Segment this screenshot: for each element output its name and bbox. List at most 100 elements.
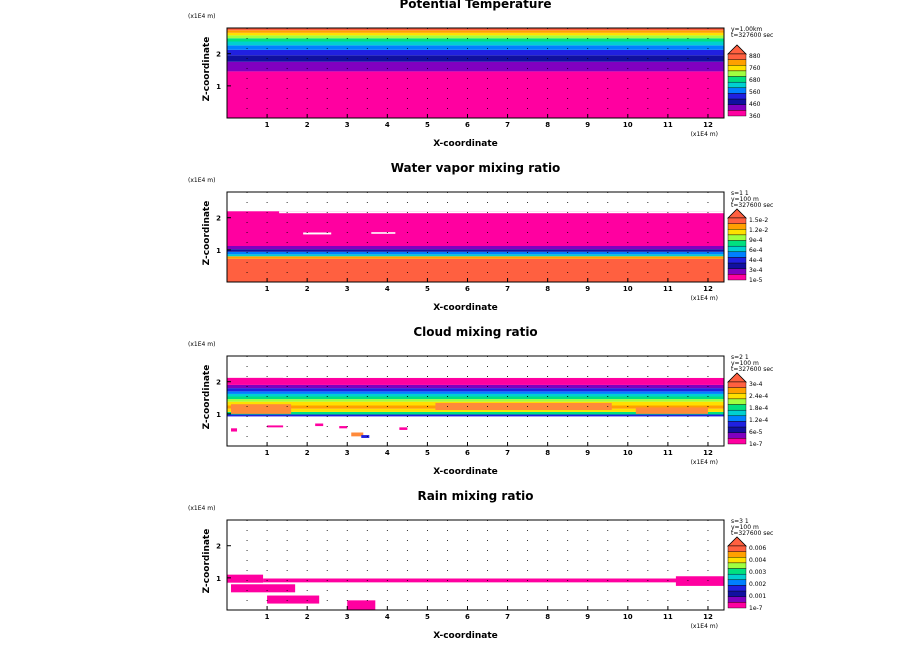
x-tick-label: 9 (585, 121, 590, 129)
x-tick-label: 6 (465, 121, 470, 129)
plot-area (227, 356, 724, 446)
contour-band (227, 49, 724, 56)
legend-swatch (727, 562, 747, 569)
x-tick-label: 9 (585, 613, 590, 621)
legend-level-label: 9e-4 (749, 237, 763, 244)
info-text: y=100 m (731, 196, 759, 203)
plot-frame (226, 355, 725, 447)
x-tick-label: 8 (545, 613, 550, 621)
info-text: t=327600 sec (731, 202, 773, 209)
z-unit-label: (x1E4 m) (188, 177, 215, 184)
legend-arrow (727, 208, 747, 219)
legend-level-label: 1.2e-4 (749, 417, 768, 424)
plot-area (227, 192, 724, 282)
contour-band (227, 45, 724, 50)
legend-swatch (727, 223, 747, 230)
x-tick-label: 7 (505, 613, 510, 621)
legend-swatch (727, 262, 747, 269)
legend-swatch (727, 579, 747, 586)
x-tick-label: 2 (305, 449, 310, 457)
legend-arrow (727, 536, 747, 547)
x-tick-label: 8 (545, 121, 550, 129)
legend-swatch (727, 432, 747, 439)
x-tick-label: 12 (703, 285, 713, 293)
x-tick-label: 8 (545, 449, 550, 457)
contour-band (227, 254, 724, 257)
contour-patch (231, 584, 296, 593)
legend-level-label: 6e-5 (749, 429, 763, 436)
contour-patch (231, 404, 292, 414)
legend-level-label: 1e-7 (749, 441, 763, 448)
x-tick-label: 11 (663, 449, 673, 457)
contour-patch (303, 232, 332, 235)
z-tick-label: 1 (216, 83, 221, 91)
legend-swatch (727, 551, 747, 558)
contour-patch (361, 435, 370, 438)
legend-level-label: 560 (749, 89, 761, 96)
z-tick-label: 2 (216, 51, 221, 59)
x-tick-label: 5 (425, 613, 430, 621)
x-tick-label: 11 (663, 613, 673, 621)
contour-patch (227, 574, 264, 583)
contour-band (227, 32, 724, 36)
legend-level-label: 360 (749, 113, 761, 120)
x-tick-label: 3 (345, 613, 350, 621)
legend-swatch (727, 421, 747, 428)
legend-level-label: 680 (749, 77, 761, 84)
legend-arrow (727, 44, 747, 55)
z-unit-label: (x1E4 m) (188, 13, 215, 20)
contour-band (227, 249, 724, 252)
legend-swatch (727, 234, 747, 241)
contour-patch (267, 425, 284, 428)
legend-swatch (727, 393, 747, 400)
legend-swatch (727, 590, 747, 597)
chart-panel-2: Water vapor mixing ratio(x1E4 m)1 2 3 4 5 6 7 8… (188, 161, 773, 313)
contour-band (227, 411, 724, 415)
z-unit-label: (x1E4 m) (188, 505, 215, 512)
chart-panel-4: Rain mixing ratio(x1E4 m)1 2 3 4 5 6 7 8 9 10 11 12… (188, 489, 773, 641)
legend-swatch (727, 415, 747, 422)
contour-band (227, 246, 724, 250)
x-tick-label: 2 (305, 285, 310, 293)
chart-title: Water vapor mixing ratio (391, 161, 561, 175)
x-tick-label: 7 (505, 449, 510, 457)
info-text: t=327600 sec (731, 366, 773, 373)
legend-level-label: 3e-4 (749, 381, 763, 388)
legend-level-label: 460 (749, 101, 761, 108)
legend-level-label: 6e-4 (749, 247, 763, 254)
x-unit-label: (x1E4 m) (691, 623, 718, 630)
plot-background (227, 520, 724, 610)
x-tick-label: 5 (425, 121, 430, 129)
info-text: t=327600 sec (731, 530, 773, 537)
contour-band (227, 211, 724, 246)
contour-band (227, 41, 724, 46)
chart-title: Potential Temperature (399, 0, 551, 11)
z-tick-label: 2 (216, 379, 221, 387)
legend-swatch (727, 70, 747, 77)
contour-band (227, 388, 724, 392)
chart-panel-1: Potential Temperature(x1E4 m)1 2 3 4 5 6 7 8 9 10… (188, 0, 773, 149)
x-tick-label: 6 (465, 285, 470, 293)
z-tick-label: 1 (216, 247, 221, 255)
legend-level-label: 1e-5 (749, 277, 763, 284)
contour-band (227, 391, 724, 394)
legend-level-label: 0.004 (749, 557, 766, 564)
plot-frame (226, 27, 725, 119)
x-tick-label: 11 (663, 285, 673, 293)
info-text: y=1.00km (731, 26, 762, 33)
x-tick-label: 1 (265, 449, 270, 457)
legend-swatch (727, 387, 747, 394)
x-tick-label: 2 (305, 613, 310, 621)
legend-swatch (727, 87, 747, 94)
legend-level-label: 2.4e-4 (749, 393, 768, 400)
contour-band (227, 61, 724, 72)
legend-swatch (727, 93, 747, 100)
contour-patch (339, 426, 348, 429)
x-tick-label: 4 (385, 449, 390, 457)
legend-swatch (727, 268, 747, 275)
x-tick-label: 10 (623, 613, 633, 621)
x-tick-label: 10 (623, 121, 633, 129)
x-tick-label: 3 (345, 449, 350, 457)
x-tick-label: 6 (465, 449, 470, 457)
z-axis-label: Z-coordinate (202, 365, 212, 430)
